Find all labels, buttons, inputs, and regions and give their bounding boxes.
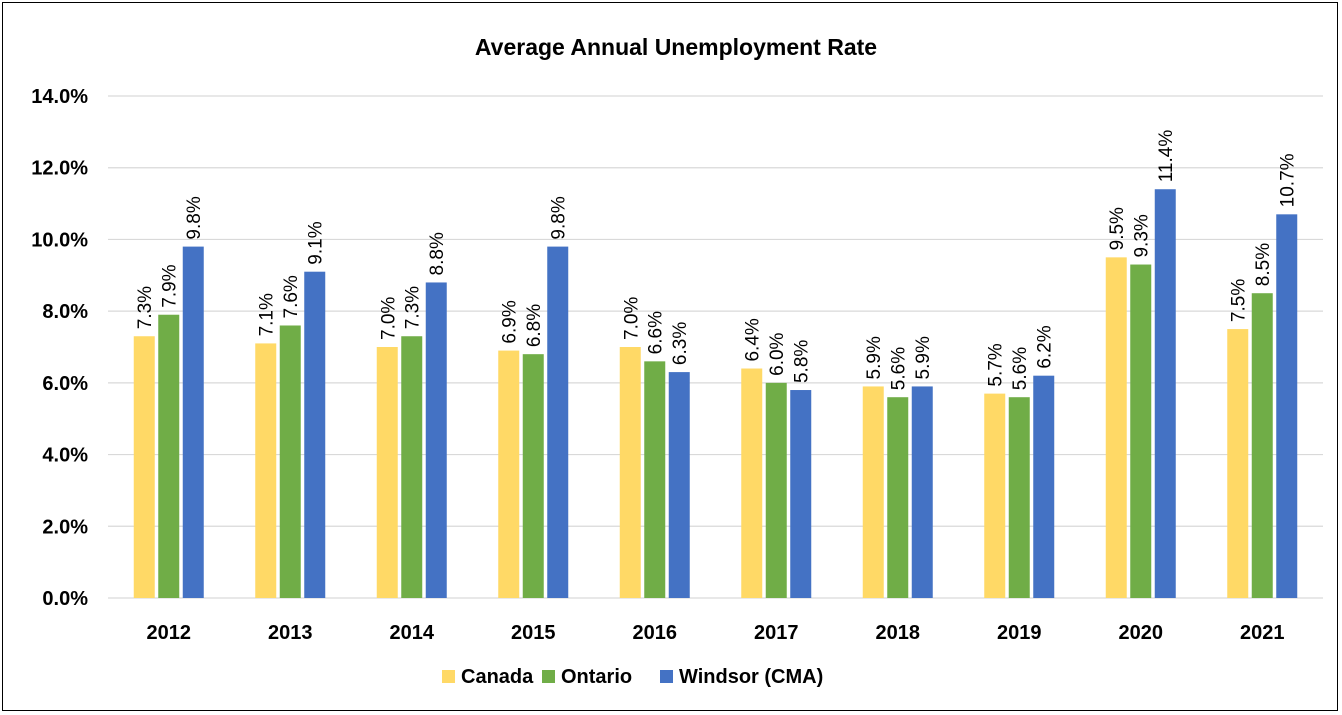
legend-swatch — [660, 670, 673, 683]
data-label: 7.0% — [378, 297, 399, 340]
bar-windsor-cma-2017 — [790, 390, 812, 598]
legend-label: Windsor (CMA) — [679, 666, 823, 688]
legend-swatch — [442, 670, 455, 683]
y-tick-label: 14.0% — [31, 86, 88, 108]
y-axis: 0.0% 2.0% 4.0% 6.0% 8.0% 10.0% 12.0% 14.0% — [31, 86, 88, 610]
x-tick-label: 2019 — [997, 622, 1042, 644]
bar-ontario-2016 — [644, 361, 666, 598]
bar-windsor-cma-2016 — [668, 372, 690, 598]
data-label: 10.7% — [1278, 153, 1299, 207]
bar-canada-2020 — [1105, 257, 1127, 598]
data-label: 7.1% — [257, 293, 278, 336]
bar-ontario-2018 — [887, 397, 909, 598]
data-label: 9.5% — [1107, 207, 1128, 250]
data-label: 7.9% — [160, 264, 181, 307]
data-label: 5.6% — [1010, 347, 1031, 390]
bar-canada-2015 — [498, 350, 520, 598]
bar-windsor-cma-2012 — [182, 246, 204, 598]
bar-ontario-2017 — [765, 382, 787, 598]
data-label: 9.3% — [1132, 214, 1153, 257]
x-tick-label: 2018 — [876, 622, 921, 644]
bar-chart: Average Annual Unemployment Rate 0.0% 2.0… — [31, 34, 1323, 688]
data-label: 9.1% — [306, 221, 327, 264]
bar-ontario-2015 — [522, 354, 544, 598]
data-label: 6.0% — [767, 332, 788, 375]
data-label: 6.8% — [524, 304, 545, 347]
bar-canada-2018 — [862, 386, 884, 598]
y-tick-label: 2.0% — [42, 516, 88, 538]
data-label: 5.9% — [913, 336, 934, 379]
bar-windsor-cma-2018 — [911, 386, 933, 598]
data-label: 6.3% — [670, 322, 691, 365]
x-axis: 2012 2013 2014 2015 2016 2017 2018 2019 2020 2021 — [147, 622, 1285, 644]
bar-canada-2019 — [984, 393, 1006, 598]
legend-swatch — [542, 670, 555, 683]
data-label: 9.8% — [184, 196, 205, 239]
x-tick-label: 2017 — [754, 622, 799, 644]
y-tick-label: 10.0% — [31, 229, 88, 251]
data-label: 5.9% — [864, 336, 885, 379]
bar-windsor-cma-2015 — [547, 246, 569, 598]
bar-ontario-2020 — [1130, 264, 1152, 598]
data-label: 7.0% — [621, 297, 642, 340]
bar-ontario-2014 — [401, 336, 423, 598]
y-tick-label: 4.0% — [42, 445, 88, 467]
legend-label: Ontario — [561, 666, 632, 688]
x-tick-label: 2014 — [390, 622, 435, 644]
bar-ontario-2013 — [279, 325, 301, 598]
bar-canada-2013 — [255, 343, 277, 598]
chart-title: Average Annual Unemployment Rate — [475, 34, 877, 60]
legend-label: Canada — [461, 666, 534, 688]
bars — [133, 189, 1298, 599]
x-tick-label: 2013 — [268, 622, 313, 644]
data-label: 6.4% — [743, 318, 764, 361]
bar-windsor-cma-2021 — [1276, 214, 1298, 599]
data-label: 6.2% — [1035, 325, 1056, 368]
bar-windsor-cma-2014 — [425, 282, 447, 598]
bar-canada-2012 — [133, 336, 155, 598]
data-label: 8.8% — [427, 232, 448, 275]
legend: Canada Ontario Windsor (CMA) — [442, 666, 823, 688]
data-label: 7.3% — [403, 286, 424, 329]
data-label: 5.6% — [889, 347, 910, 390]
data-label: 5.7% — [986, 343, 1007, 386]
data-label: 7.3% — [135, 286, 156, 329]
x-tick-label: 2012 — [147, 622, 192, 644]
y-tick-label: 0.0% — [42, 588, 88, 610]
y-tick-label: 12.0% — [31, 158, 88, 180]
bar-canada-2017 — [741, 368, 763, 598]
x-tick-label: 2016 — [633, 622, 678, 644]
bar-canada-2016 — [619, 347, 641, 598]
bar-ontario-2019 — [1008, 397, 1030, 598]
data-labels: 7.3% 7.9%9.8%7.1% 7.6%9.1%7.0% 7.3%8.8%6.9%… — [135, 130, 1299, 391]
bar-windsor-cma-2020 — [1154, 189, 1176, 598]
x-tick-label: 2015 — [511, 622, 556, 644]
y-tick-label: 8.0% — [42, 301, 88, 323]
y-tick-label: 6.0% — [42, 373, 88, 395]
x-tick-label: 2020 — [1119, 622, 1164, 644]
data-label: 7.5% — [1229, 279, 1250, 322]
data-label: 5.8% — [792, 340, 813, 383]
data-label: 7.6% — [281, 275, 302, 318]
data-label: 11.4% — [1156, 130, 1177, 183]
bar-canada-2021 — [1227, 329, 1249, 598]
bar-canada-2014 — [376, 347, 398, 598]
bar-windsor-cma-2019 — [1033, 375, 1055, 598]
data-label: 6.9% — [500, 300, 521, 343]
x-tick-label: 2021 — [1240, 622, 1285, 644]
bar-ontario-2012 — [158, 314, 180, 598]
data-label: 6.6% — [646, 311, 667, 354]
bar-ontario-2021 — [1251, 293, 1273, 598]
data-label: 8.5% — [1253, 243, 1274, 286]
data-label: 9.8% — [549, 196, 570, 239]
bar-windsor-cma-2013 — [304, 271, 326, 598]
